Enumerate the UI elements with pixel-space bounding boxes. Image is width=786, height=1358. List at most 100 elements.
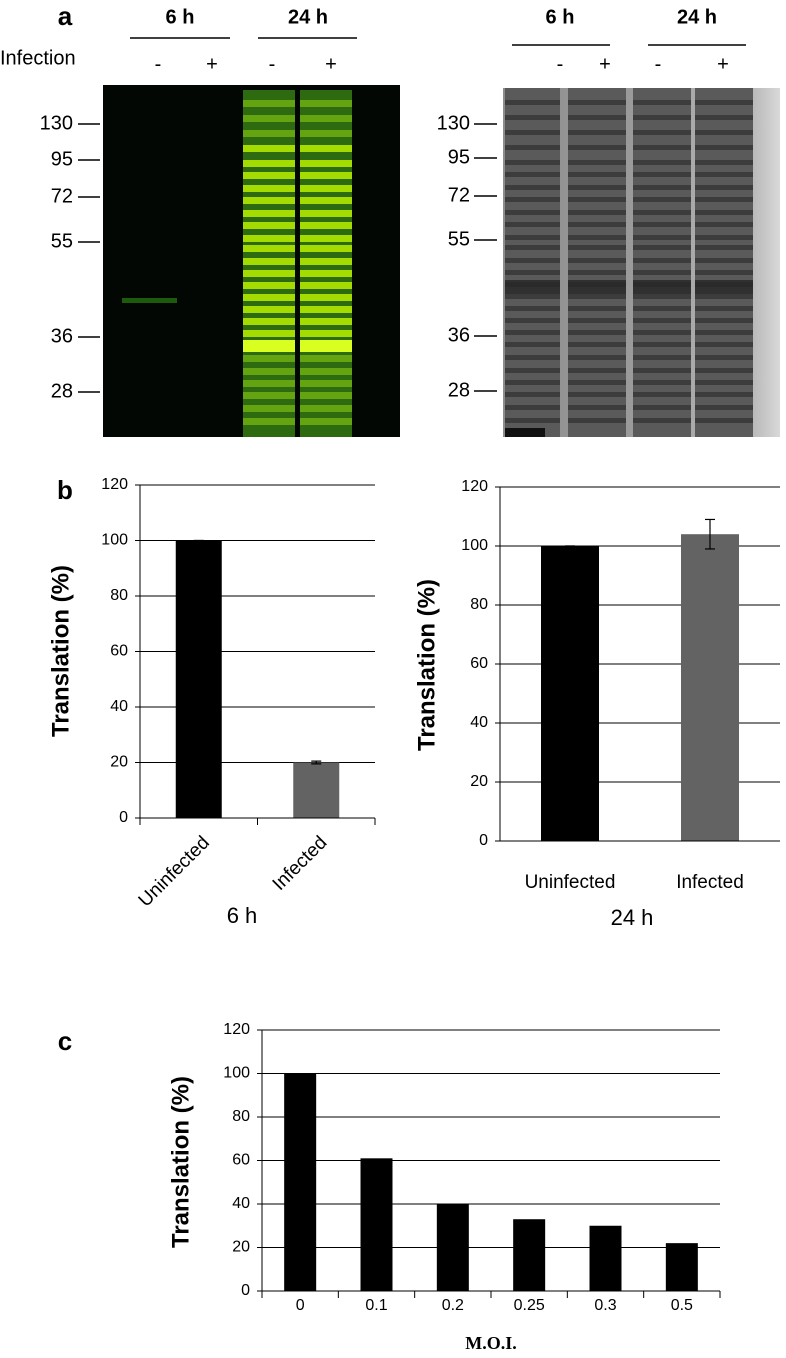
gel-band	[568, 294, 626, 299]
marker-label: 130	[437, 112, 470, 134]
y-tick-label: 40	[232, 1195, 250, 1212]
gel-band	[505, 428, 545, 437]
gel-band	[243, 340, 295, 352]
gel-band	[505, 330, 560, 335]
lane-label: +	[206, 53, 218, 75]
time-label: 6 h	[166, 6, 195, 28]
gel-band	[568, 418, 626, 423]
y-tick-label: 0	[241, 1282, 250, 1299]
gel-band	[505, 235, 560, 240]
gel-band	[633, 318, 691, 323]
gel-band	[243, 222, 295, 229]
gel-band	[300, 368, 352, 375]
gel-band	[695, 418, 753, 423]
gel-band	[695, 210, 753, 215]
gel-band	[633, 380, 691, 385]
gel-band	[300, 318, 352, 325]
lane-label: -	[557, 53, 564, 75]
y-tick-label: 20	[470, 773, 488, 790]
gel-band	[505, 368, 560, 373]
y-tick-label: 40	[110, 698, 128, 715]
gel-band	[695, 380, 753, 385]
gel-band	[300, 340, 352, 352]
gel-band	[568, 145, 626, 150]
gel-band	[300, 235, 352, 242]
x-tick-label: 0.1	[365, 1297, 387, 1314]
gel-band	[243, 245, 295, 252]
gel-band	[633, 368, 691, 373]
gel-band	[505, 380, 560, 385]
y-axis-label: Translation (%)	[47, 565, 74, 737]
lane-label: +	[599, 53, 611, 75]
panel-label: b	[57, 475, 73, 505]
gel-band	[243, 330, 295, 337]
gel-band	[243, 368, 295, 375]
gel-band	[243, 115, 295, 122]
y-axis-label: Translation (%)	[167, 1076, 194, 1248]
gel-band	[568, 368, 626, 373]
time-label: 24 h	[288, 6, 328, 28]
gel-band	[633, 145, 691, 150]
y-tick-label: 100	[461, 537, 488, 554]
gel-band	[243, 418, 295, 425]
gel-band	[568, 130, 626, 135]
gel-band	[695, 294, 753, 299]
gel-band	[300, 418, 352, 425]
y-tick-label: 80	[110, 587, 128, 604]
gel-band	[568, 222, 626, 227]
y-tick-label: 20	[232, 1239, 250, 1256]
gel-band	[243, 355, 295, 362]
gel-band	[695, 355, 753, 360]
gel-band	[300, 130, 352, 137]
gel-band	[695, 280, 753, 294]
gel-band	[300, 185, 352, 192]
gel-band	[505, 294, 560, 299]
bar	[293, 762, 340, 818]
bar	[665, 1243, 698, 1291]
x-tick-label: 0.2	[442, 1297, 464, 1314]
gel-band	[505, 418, 560, 423]
gel-band	[505, 306, 560, 311]
gel-band	[243, 100, 295, 107]
gel-band	[505, 355, 560, 360]
bar	[513, 1219, 546, 1291]
gel-band	[505, 318, 560, 323]
gel-band	[695, 197, 753, 202]
lane-label: +	[717, 53, 729, 75]
gel-band	[300, 380, 352, 387]
marker-label: 28	[51, 380, 73, 402]
y-tick-label: 120	[223, 1021, 250, 1038]
gel-band	[633, 245, 691, 250]
gel-band	[300, 330, 352, 337]
gel-band	[243, 294, 295, 301]
gel-band	[568, 172, 626, 177]
gel-band	[243, 380, 295, 387]
gel-band	[122, 298, 177, 303]
gel-band	[243, 318, 295, 325]
gel-band	[300, 258, 352, 265]
gel-band	[633, 235, 691, 240]
marker-label: 36	[51, 325, 73, 347]
gel-band	[300, 270, 352, 277]
gel-band	[243, 145, 295, 152]
y-tick-label: 120	[101, 476, 128, 493]
gel-band	[505, 197, 560, 202]
y-tick-label: 60	[110, 643, 128, 660]
gel-band	[695, 270, 753, 275]
gel-band	[568, 197, 626, 202]
y-tick-label: 40	[470, 714, 488, 731]
marker-label: 55	[448, 228, 470, 250]
gel-band	[695, 100, 753, 105]
gel-band	[633, 294, 691, 299]
gel-band	[300, 210, 352, 217]
gel-band	[300, 245, 352, 252]
gel-band	[568, 185, 626, 190]
gel-band	[505, 245, 560, 250]
time-label: 24 h	[677, 6, 717, 28]
x-tick-label: 0.3	[594, 1297, 616, 1314]
gel-band	[695, 330, 753, 335]
gel-band	[300, 172, 352, 179]
y-tick-label: 80	[232, 1108, 250, 1125]
gel-band	[695, 130, 753, 135]
gel-band	[505, 342, 560, 347]
